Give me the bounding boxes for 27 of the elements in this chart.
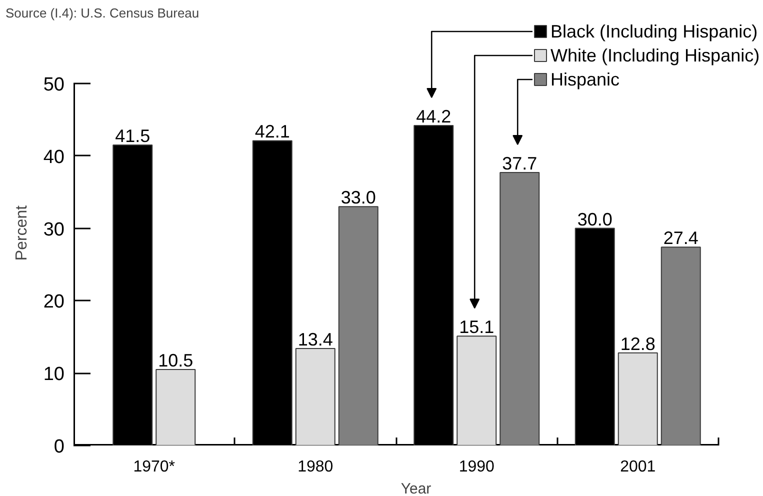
data-label: 10.5 (158, 350, 194, 370)
x-tick-label: 1970* (133, 458, 176, 476)
data-label: 41.5 (115, 126, 150, 146)
data-label: 30.0 (577, 209, 612, 230)
data-label: 42.1 (254, 122, 290, 142)
x-tick-label: 1980 (298, 458, 334, 476)
x-tick-label: 1990 (458, 458, 495, 476)
x-tick-label: 2001 (620, 458, 656, 476)
data-label: 13.4 (298, 329, 333, 350)
data-label: 37.7 (502, 154, 538, 174)
y-tick-label: 50 (43, 74, 65, 96)
y-tick-label: 0 (54, 436, 65, 458)
source-note: Source (I.4): U.S. Census Bureau (6, 6, 200, 20)
y-tick-label: 20 (43, 292, 65, 313)
y-tick-label: 30 (43, 219, 65, 240)
legend-label: White (Including Hispanic) (550, 46, 760, 66)
y-axis-title: Percent (13, 204, 30, 261)
data-label: 44.2 (416, 106, 452, 126)
x-axis-title: Year (400, 480, 432, 496)
data-label: 12.8 (620, 334, 656, 354)
data-label: 33.0 (340, 188, 376, 208)
data-label: 15.1 (459, 317, 494, 338)
legend-label: Hispanic (550, 70, 620, 90)
y-tick-label: 40 (43, 146, 65, 168)
y-tick-label: 10 (43, 364, 65, 386)
legend-label: Black (Including Hispanic) (550, 22, 758, 42)
data-label: 27.4 (663, 228, 698, 248)
